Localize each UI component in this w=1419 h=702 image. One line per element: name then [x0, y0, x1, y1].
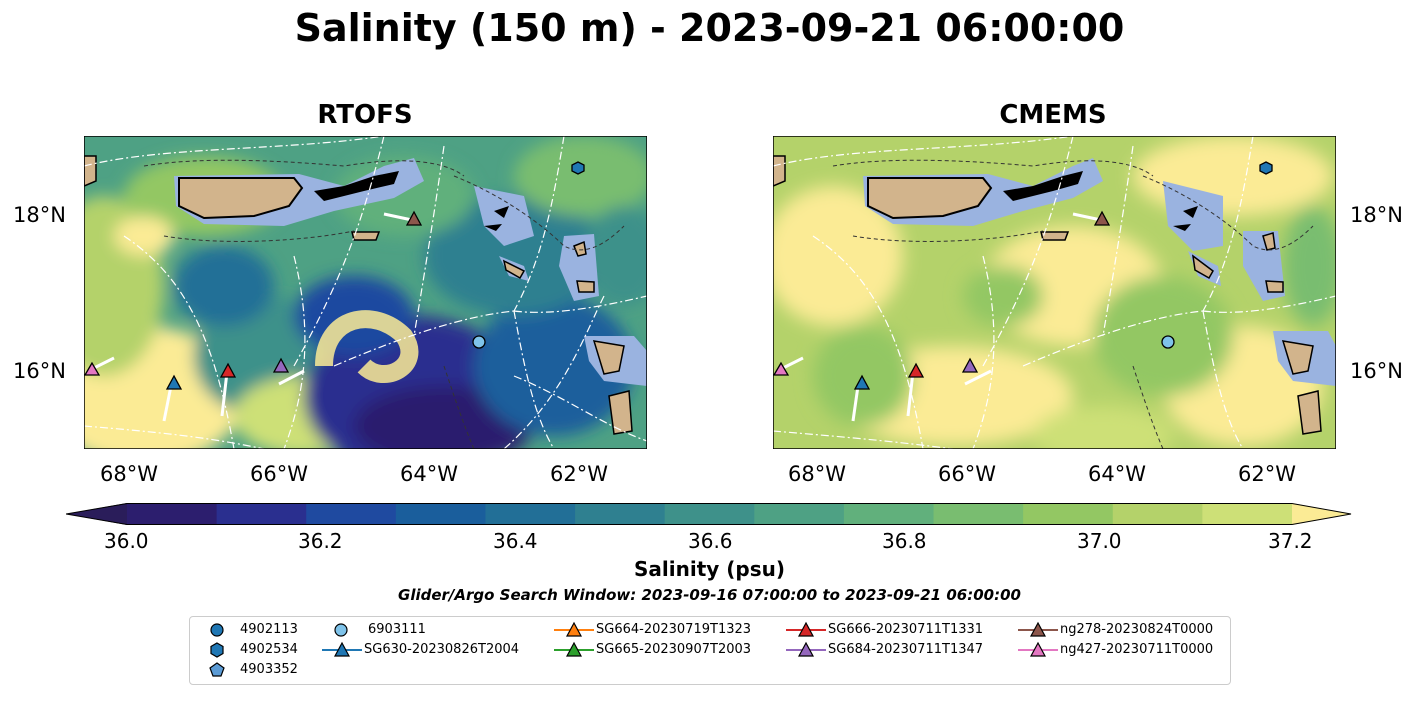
- figure-title: Salinity (150 m) - 2023-09-21 06:00:00: [294, 6, 1125, 50]
- rtofs-lat-label-16n: 16°N: [13, 359, 66, 383]
- rtofs-lat-label-18n: 18°N: [13, 203, 66, 227]
- marker-ng278-rtofs: [405, 210, 423, 226]
- colorbar-segment: [485, 503, 576, 525]
- cmems-map: [773, 136, 1336, 449]
- colorbar-segment: [664, 503, 755, 525]
- colorbar-segment: [1202, 503, 1293, 525]
- colorbar-segment: [127, 503, 218, 525]
- triangle-marker-icon: [786, 641, 826, 657]
- triangle-marker-icon: [1018, 641, 1058, 657]
- colorbar-segment: [843, 503, 935, 525]
- colorbar-segment: [306, 503, 397, 525]
- colorbar-tick-36-2: 36.2: [298, 529, 343, 553]
- circle-marker-icon: [210, 623, 224, 637]
- colorbar-segment: [216, 503, 307, 525]
- colorbar-segment: [1112, 503, 1203, 525]
- cmems-lon-label-64w: 64°W: [1088, 462, 1146, 486]
- pentagon-marker-icon: [209, 662, 225, 677]
- rtofs-lon-label-62w: 62°W: [550, 462, 608, 486]
- colorbar-tick-36-0: 36.0: [104, 529, 149, 553]
- triangle-marker-icon: [1018, 621, 1058, 637]
- colorbar-segment: [754, 503, 845, 525]
- colorbar: [66, 503, 1352, 525]
- circle-marker-icon: [334, 623, 348, 637]
- search-window-text: Glider/Argo Search Window: 2023-09-16 07…: [398, 586, 1021, 604]
- colorbar-over-arrow: [1292, 503, 1352, 525]
- marker-sg630-cmems: [853, 374, 871, 390]
- marker-sg630-rtofs: [165, 374, 183, 390]
- marker-ng427-rtofs: [84, 361, 101, 376]
- marker-sg684-cmems: [961, 357, 979, 373]
- marker-sg684-rtofs: [272, 357, 290, 373]
- rtofs-map: [84, 136, 647, 449]
- marker-6903111-cmems: [1161, 335, 1175, 349]
- colorbar-segment: [1023, 503, 1114, 525]
- cmems-lon-label-66w: 66°W: [938, 462, 996, 486]
- marker-sg666-cmems: [907, 362, 925, 378]
- legend: 4902113 4902534 4903352 6903111 SG630-20…: [189, 616, 1231, 685]
- colorbar-segment: [933, 503, 1024, 525]
- colorbar-tick-36-4: 36.4: [493, 529, 538, 553]
- panel-title-rtofs: RTOFS: [317, 100, 413, 130]
- triangle-marker-icon: [786, 621, 826, 637]
- marker-sg666-rtofs: [219, 362, 237, 378]
- hexagon-marker-icon: [210, 642, 224, 658]
- colorbar-tick-37-2: 37.2: [1268, 529, 1313, 553]
- panel-title-cmems: CMEMS: [999, 100, 1107, 130]
- marker-ng427-cmems: [773, 361, 790, 376]
- colorbar-tick-36-6: 36.6: [688, 529, 733, 553]
- colorbar-label: Salinity (psu): [633, 557, 785, 581]
- colorbar-tick-37-0: 37.0: [1077, 529, 1122, 553]
- rtofs-lon-label-66w: 66°W: [250, 462, 308, 486]
- triangle-marker-icon: [322, 641, 362, 657]
- cmems-lat-label-18n: 18°N: [1350, 203, 1403, 227]
- marker-ng278-cmems: [1093, 210, 1111, 226]
- colorbar-outline: [66, 503, 1352, 525]
- marker-4902534-rtofs: [571, 161, 585, 175]
- cmems-lat-label-16n: 16°N: [1350, 359, 1403, 383]
- triangle-marker-icon: [554, 641, 594, 657]
- colorbar-tick-36-8: 36.8: [882, 529, 927, 553]
- colorbar-under-arrow: [66, 503, 127, 525]
- colorbar-segment: [395, 503, 486, 525]
- marker-6903111-rtofs: [472, 335, 486, 349]
- cmems-lon-label-68w: 68°W: [788, 462, 846, 486]
- rtofs-lon-label-64w: 64°W: [400, 462, 458, 486]
- colorbar-segment: [575, 503, 666, 525]
- marker-4902534-cmems: [1259, 161, 1273, 175]
- cmems-lon-label-62w: 62°W: [1238, 462, 1296, 486]
- rtofs-lon-label-68w: 68°W: [100, 462, 158, 486]
- triangle-marker-icon: [554, 621, 594, 637]
